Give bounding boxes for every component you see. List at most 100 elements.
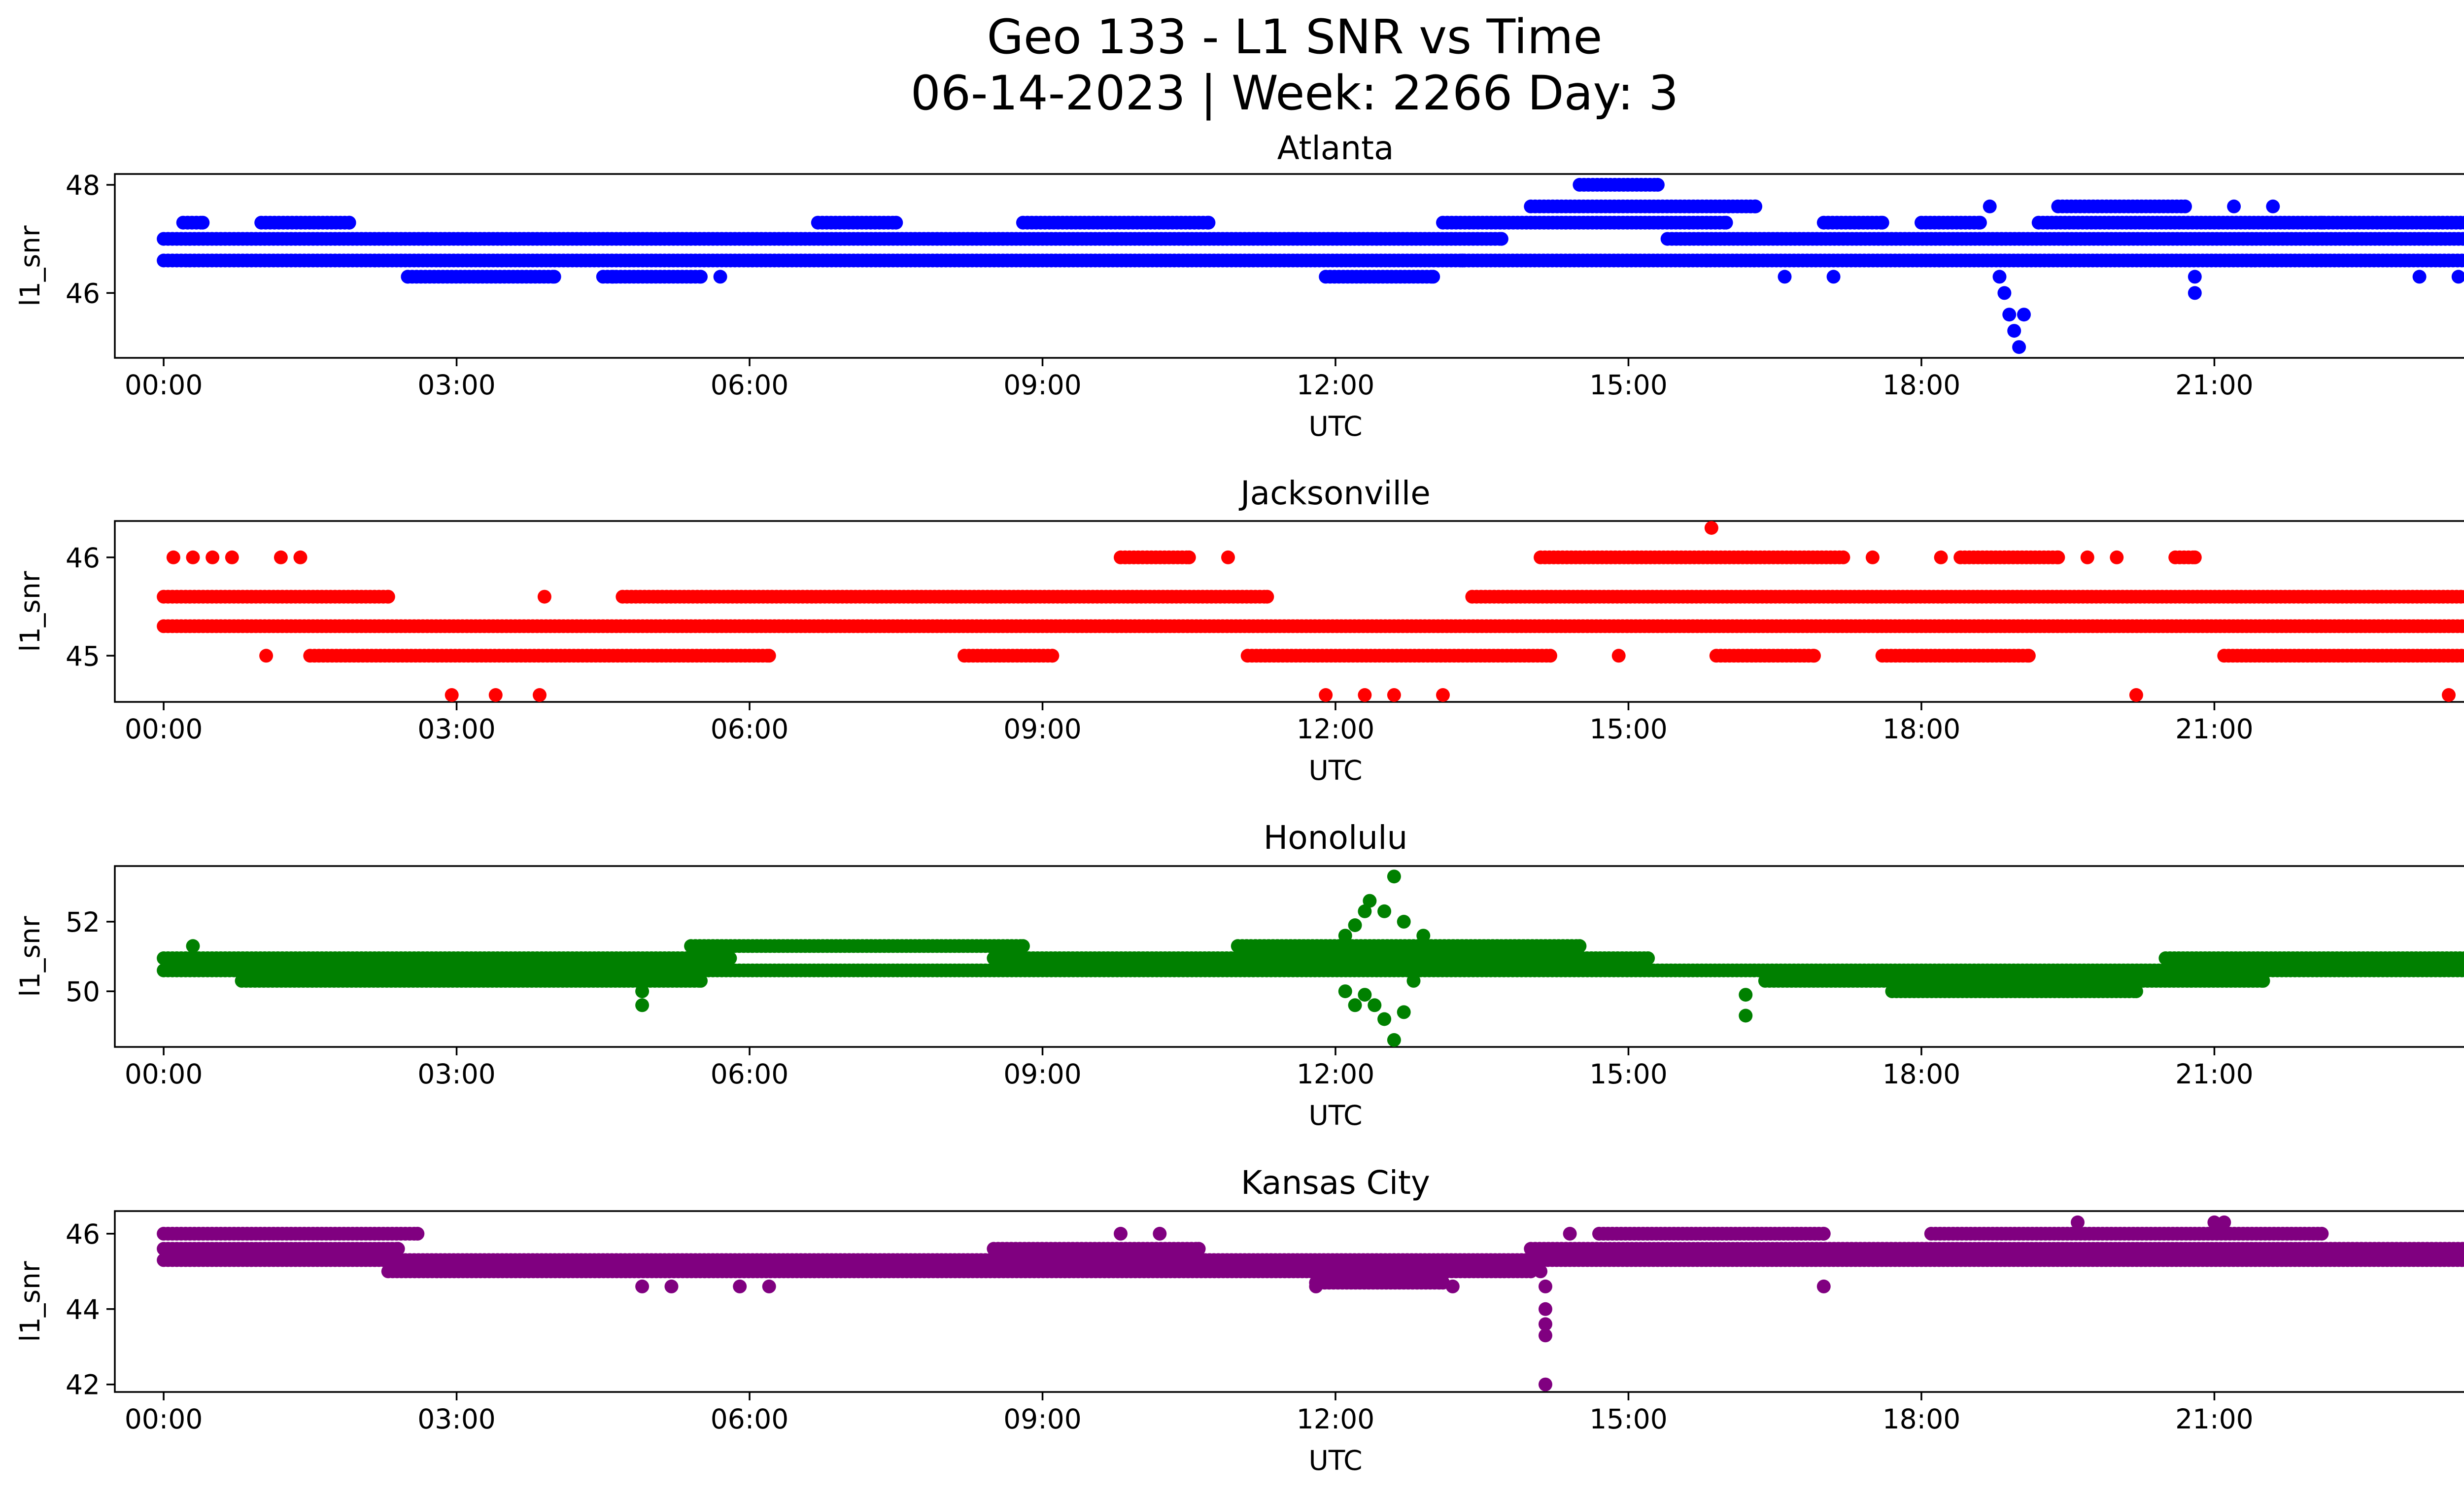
data-point [1201,215,1216,230]
data-point [2007,324,2021,338]
data-point [2442,688,2456,702]
xticks-atlanta: 00:00 03:00 06:00 09:00 12:00 15:00 18:00 21:00… [125,358,2254,401]
data-point [1368,998,1382,1012]
data-point [723,951,737,965]
axes-title-honolulu: Honolulu [1264,819,1408,857]
data-point [2188,550,2202,564]
data-point [1836,550,1850,564]
data-point [2459,254,2464,267]
ylabel-atlanta: l1_snr [14,225,46,306]
data-point [259,649,274,663]
data-point [1573,939,1587,953]
x-tick-label: 21:00 [2175,369,2254,401]
data-point [694,270,708,284]
data-point [2012,340,2026,354]
data-point [547,270,561,284]
data-point [1416,929,1431,943]
ylabel-honolulu: l1_snr [14,916,46,997]
data-point [1641,951,1655,965]
data-point [1406,973,1421,988]
x-tick-label: 06:00 [711,369,789,401]
x-tick-label: 21:00 [2175,713,2254,745]
data-point [1377,1012,1392,1026]
data-point [2188,270,2202,284]
data-point [1338,984,1352,999]
x-tick-label: 00:00 [125,369,203,401]
x-tick-label: 15:00 [1589,1058,1668,1090]
data-point [1739,988,1753,1002]
data-point [1865,550,1880,564]
data-point [488,688,503,702]
data-point [2080,550,2094,564]
data-point [1719,215,1733,230]
data-point [401,270,415,284]
data-point [166,550,180,564]
axes-title-jacksonville: Jacksonville [1238,474,1431,512]
data-point [186,550,200,564]
data-point [2129,688,2143,702]
data-point [762,649,776,663]
data-point [2460,233,2464,245]
figure-title-line1: Geo 133 - L1 SNR vs Time [987,9,1603,65]
x-tick-label: 03:00 [417,1058,496,1090]
y-tick-label: 46 [66,278,100,309]
data-point [186,939,200,953]
data-point [293,550,308,564]
data-point [1387,869,1401,884]
data-point [196,215,210,230]
data-point [1397,1005,1411,1019]
data-point [1221,550,1235,564]
data-point [445,688,459,702]
data-point [1348,998,1362,1012]
x-tick-label: 09:00 [1003,1058,1082,1090]
data-point [1543,649,1557,663]
data-point [2227,199,2241,213]
data-point [1875,215,1889,230]
x-tick-label: 06:00 [711,1058,789,1090]
x-tick-label: 03:00 [417,713,496,745]
data-point [1934,550,1948,564]
data-point [1611,649,1626,663]
data-point [1992,270,2007,284]
x-tick-label: 03:00 [417,369,496,401]
data-point [635,998,650,1012]
figure-title-line2: 06-14-2023 | Week: 2266 Day: 3 [911,66,1679,121]
data-point [2315,215,2329,230]
data-point [1397,914,1411,929]
data-point [2256,973,2270,988]
x-tick-label: 00:00 [125,1058,203,1090]
data-point [1748,199,1763,213]
data-point [1739,1008,1753,1023]
x-tick-label: 09:00 [1003,369,1082,401]
x-tick-label: 12:00 [1297,369,1375,401]
data-point [1358,988,1372,1002]
data-point [1363,894,1377,908]
xlabel-jacksonville: UTC [1308,755,1362,786]
data-point [1387,688,1401,702]
data-point [1997,286,2012,300]
data-point [2458,215,2464,230]
data-point [2110,550,2124,564]
data-point [533,688,547,702]
xlabel-honolulu: UTC [1308,1100,1362,1131]
x-tick-label: 15:00 [1589,369,1668,401]
x-tick-label: 00:00 [125,713,203,745]
data-point [1778,270,1792,284]
data-point [1045,649,1060,663]
data-point [1182,550,1196,564]
x-tick-label: 12:00 [1297,713,1375,745]
data-point [1260,590,1274,604]
data-point [635,984,650,999]
x-tick-label: 06:00 [711,713,789,745]
y-tick-label: 46 [66,542,100,574]
data-point [2017,308,2031,322]
data-point [1377,904,1392,918]
y-tick-label: 48 [66,170,100,201]
x-tick-label: 09:00 [1003,713,1082,745]
data-point [1436,688,1450,702]
data-point [2459,620,2464,633]
x-tick-label: 15:00 [1589,713,1668,745]
data-point [274,550,288,564]
